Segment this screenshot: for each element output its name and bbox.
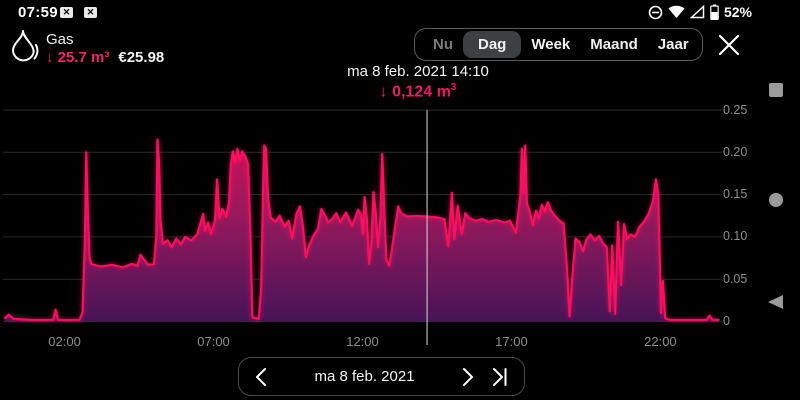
- status-icons: 52%: [648, 4, 752, 20]
- date-navigator: ma 8 feb. 2021: [238, 357, 525, 396]
- gas-flame-icon: [10, 29, 42, 68]
- x-tick-label: 02:00: [48, 334, 81, 349]
- tab-jaar[interactable]: Jaar: [657, 36, 689, 53]
- screenshot-notification-icon: ✕: [84, 7, 97, 18]
- clock: 07:59: [18, 4, 58, 21]
- home-button[interactable]: [769, 193, 783, 207]
- close-icon[interactable]: [714, 30, 744, 60]
- tab-week[interactable]: Week: [531, 36, 571, 53]
- gas-usage-total: ↓ 25.7 m³: [46, 49, 110, 66]
- recent-apps-button[interactable]: [769, 83, 783, 97]
- cursor-readout: ma 8 feb. 2021 14:10 ↓ 0,124 m3: [277, 63, 559, 101]
- x-tick-label: 17:00: [495, 334, 528, 349]
- y-tick-label: 0: [723, 314, 730, 328]
- gas-summary: ↓ 25.7 m³ €25.98: [46, 49, 164, 66]
- wifi-icon: [668, 5, 685, 18]
- cursor-value: ↓ 0,124 m3: [379, 82, 457, 101]
- tab-dag[interactable]: Dag: [463, 31, 522, 58]
- x-tick-label: 12:00: [346, 334, 379, 349]
- period-tabs: Nu Dag Week Maand Jaar: [414, 28, 703, 61]
- tab-nu[interactable]: Nu: [433, 36, 453, 53]
- previous-day-button[interactable]: [255, 367, 267, 387]
- next-day-button[interactable]: [462, 367, 474, 387]
- do-not-disturb-icon: [648, 5, 663, 19]
- battery-icon: [710, 4, 719, 20]
- y-tick-label: 0.20: [723, 144, 748, 159]
- y-tick-label: 0.25: [723, 102, 748, 117]
- y-tick-label: 0.15: [723, 187, 748, 202]
- cursor-datetime: ma 8 feb. 2021 14:10: [347, 63, 489, 80]
- skip-to-today-button[interactable]: [492, 367, 508, 387]
- page-title: Gas: [46, 31, 74, 48]
- battery-percent: 52%: [723, 4, 752, 20]
- screenshot-notification-icon: ✕: [60, 7, 73, 18]
- back-button[interactable]: [768, 295, 783, 309]
- date-nav-label: ma 8 feb. 2021: [314, 368, 415, 385]
- y-tick-label: 0.10: [723, 229, 748, 244]
- tab-maand[interactable]: Maand: [590, 36, 638, 53]
- y-tick-label: 0.05: [723, 271, 748, 286]
- x-tick-label: 07:00: [197, 334, 230, 349]
- gas-cost-total: €25.98: [118, 49, 165, 66]
- x-tick-label: 22:00: [644, 334, 677, 349]
- signal-icon: [689, 5, 705, 19]
